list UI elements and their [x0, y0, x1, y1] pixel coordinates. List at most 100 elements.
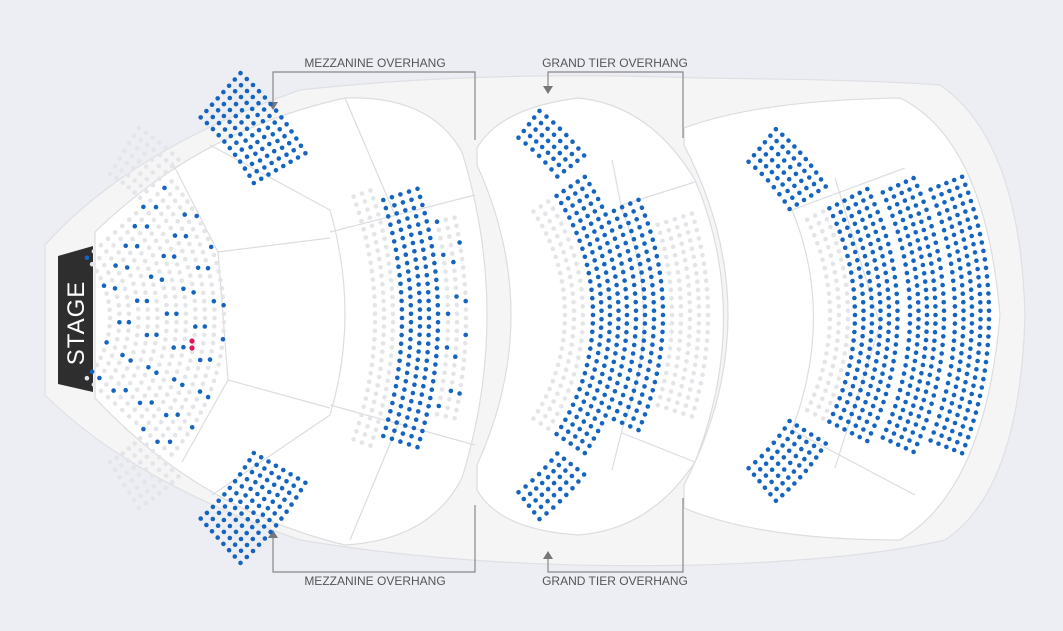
seat-available[interactable] [406, 353, 412, 359]
seat-available[interactable] [282, 497, 287, 503]
seat-available[interactable] [914, 283, 920, 288]
seat-available[interactable] [802, 456, 807, 462]
seat-available[interactable] [244, 554, 250, 560]
seat-available[interactable] [969, 321, 975, 326]
seat-available[interactable] [144, 224, 150, 229]
seat-available[interactable] [639, 270, 644, 275]
seat-available[interactable] [847, 363, 852, 369]
seat-available[interactable] [762, 485, 768, 491]
seat-available[interactable] [400, 200, 406, 205]
seat-available[interactable] [426, 298, 431, 304]
seat-available[interactable] [930, 269, 935, 275]
seat-available[interactable] [563, 468, 568, 473]
seat-available[interactable] [234, 491, 239, 496]
seat-available[interactable] [567, 410, 572, 415]
seat-available[interactable] [963, 209, 968, 214]
seat-available[interactable] [423, 367, 429, 372]
seat-available[interactable] [570, 422, 575, 427]
seat-available[interactable] [963, 379, 968, 385]
seat-available[interactable] [969, 304, 975, 309]
seat-available[interactable] [430, 252, 436, 257]
seat-available[interactable] [620, 392, 626, 398]
seat-available[interactable] [650, 388, 656, 393]
seat-available[interactable] [410, 390, 416, 396]
seat-available[interactable] [977, 342, 982, 347]
seat-available[interactable] [257, 473, 263, 478]
seat-available[interactable] [641, 287, 647, 292]
seat-available[interactable] [961, 299, 966, 305]
seat-available[interactable] [89, 369, 95, 375]
seat-available[interactable] [598, 291, 603, 297]
seat-available[interactable] [894, 333, 899, 339]
seat-available[interactable] [430, 379, 436, 384]
seat-available[interactable] [921, 199, 926, 205]
seat-available[interactable] [537, 108, 542, 114]
seat-available[interactable] [256, 127, 262, 133]
seat-available[interactable] [448, 388, 454, 394]
seat-available[interactable] [395, 255, 400, 261]
seat-available[interactable] [875, 274, 880, 280]
seat-available[interactable] [657, 354, 663, 360]
seat-available[interactable] [912, 358, 918, 364]
seat-available[interactable] [771, 440, 777, 446]
seat-available[interactable] [574, 394, 579, 400]
seat-available[interactable] [852, 312, 858, 318]
seat-available[interactable] [857, 415, 862, 421]
seat-available[interactable] [801, 427, 807, 433]
seat-available[interactable] [947, 409, 952, 414]
seat-available[interactable] [590, 250, 595, 255]
seat-available[interactable] [943, 389, 949, 394]
seat-available[interactable] [281, 163, 286, 169]
seat-available[interactable] [877, 291, 882, 297]
seat-available[interactable] [639, 355, 644, 360]
seat-available[interactable] [899, 434, 904, 440]
seat-available[interactable] [906, 338, 912, 343]
seat-available[interactable] [955, 412, 960, 418]
seat-available[interactable] [804, 185, 809, 191]
seat-available[interactable] [911, 367, 916, 372]
seat-available[interactable] [852, 329, 857, 335]
seat-available[interactable] [872, 423, 877, 429]
seat-available[interactable] [759, 453, 765, 459]
seat-available[interactable] [905, 233, 911, 239]
seat-available[interactable] [869, 329, 874, 335]
seat-available[interactable] [780, 443, 785, 448]
seat-available[interactable] [876, 342, 882, 347]
seat-available[interactable] [606, 405, 612, 410]
seat-available[interactable] [255, 112, 260, 118]
seat-available[interactable] [857, 434, 862, 440]
seat-available[interactable] [244, 100, 249, 106]
seat-available[interactable] [765, 447, 771, 452]
seat-available[interactable] [905, 419, 911, 424]
seat-available[interactable] [927, 372, 933, 378]
seat-available[interactable] [775, 449, 780, 455]
seat-available[interactable] [268, 101, 273, 107]
seat-available[interactable] [781, 467, 787, 472]
seat-available[interactable] [860, 245, 866, 251]
seat-available[interactable] [250, 94, 256, 100]
seat-available[interactable] [878, 379, 883, 385]
seat-available[interactable] [943, 236, 949, 241]
seat-available[interactable] [288, 159, 293, 165]
seat-available[interactable] [981, 376, 986, 382]
seat-available[interactable] [878, 245, 883, 251]
seat-available[interactable] [647, 359, 653, 364]
seat-available[interactable] [986, 325, 992, 331]
seat-available[interactable] [260, 119, 266, 124]
seat-available[interactable] [950, 278, 956, 284]
seat-available[interactable] [650, 333, 656, 339]
seat-available[interactable] [777, 191, 782, 197]
seat-available[interactable] [939, 351, 944, 356]
seat-available[interactable] [823, 184, 828, 189]
seat-available[interactable] [123, 243, 128, 249]
seat-available[interactable] [545, 486, 551, 492]
seat-available[interactable] [291, 483, 297, 489]
seat-available[interactable] [626, 404, 631, 410]
seat-available[interactable] [564, 132, 569, 138]
seat-available[interactable] [609, 397, 615, 402]
seat-available[interactable] [984, 351, 990, 356]
seat-available[interactable] [260, 484, 265, 490]
seat-available[interactable] [390, 400, 395, 406]
seat-available[interactable] [838, 209, 843, 215]
seat-available[interactable] [895, 229, 901, 235]
